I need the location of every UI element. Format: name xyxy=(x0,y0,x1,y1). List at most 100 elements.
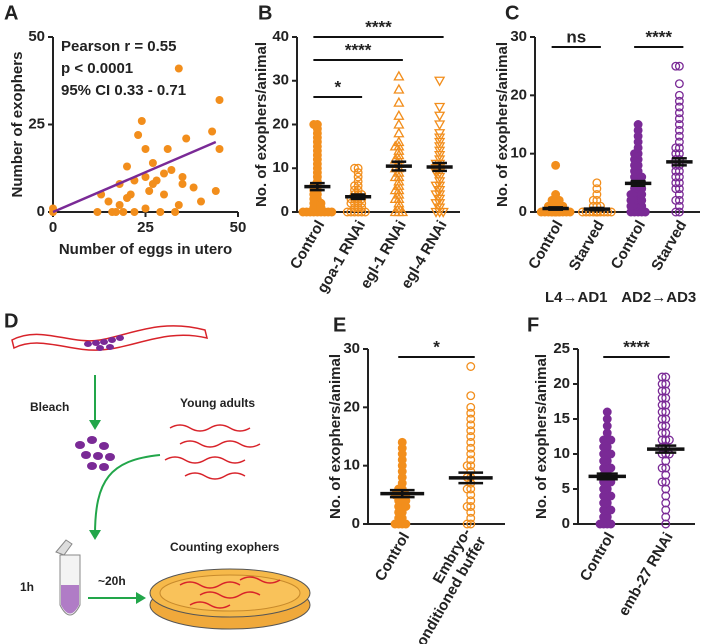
y-axis-label: No. of exophers/animal xyxy=(327,354,344,519)
dot xyxy=(393,127,405,138)
dot xyxy=(466,484,476,494)
dot xyxy=(389,171,401,182)
dot xyxy=(312,124,322,134)
x-tick-label-line: Control xyxy=(372,529,413,584)
point xyxy=(152,176,161,185)
y-tick-label: 30 xyxy=(343,340,360,357)
point xyxy=(148,159,157,167)
dot xyxy=(353,172,363,182)
point xyxy=(197,197,205,206)
dot xyxy=(434,111,446,122)
dot xyxy=(602,407,612,417)
dot xyxy=(595,519,605,529)
series xyxy=(657,372,674,529)
dot xyxy=(389,140,401,151)
point xyxy=(182,134,191,143)
dot xyxy=(316,198,326,208)
x-tick-label-line: Control xyxy=(577,529,618,584)
series xyxy=(342,163,370,217)
point xyxy=(111,208,120,216)
dot xyxy=(606,435,616,445)
dot xyxy=(674,131,684,141)
dot xyxy=(393,109,405,120)
point xyxy=(119,208,128,216)
point xyxy=(171,208,180,216)
series xyxy=(430,76,449,218)
dot xyxy=(671,61,681,71)
dot xyxy=(466,362,476,371)
significance-label: **** xyxy=(646,27,673,46)
point xyxy=(167,166,176,174)
significance-label: **** xyxy=(365,17,392,36)
arrowhead xyxy=(136,592,146,604)
fit-line xyxy=(52,140,217,214)
x-tick-label-line: Control xyxy=(287,217,328,272)
x-tick-label: Control xyxy=(372,529,413,584)
dot xyxy=(637,172,647,182)
series xyxy=(462,362,476,529)
dot xyxy=(298,207,308,217)
y-tick-label: 0 xyxy=(352,515,360,532)
step-label: Counting exophers xyxy=(170,540,280,554)
y-tick-label: 20 xyxy=(343,398,360,415)
point xyxy=(130,208,139,216)
dot xyxy=(674,195,684,205)
panel-letter: D xyxy=(4,310,18,332)
arrowhead xyxy=(89,420,101,430)
dot xyxy=(434,133,446,144)
dot xyxy=(551,190,561,199)
x-tick-label: Control xyxy=(577,529,618,584)
dot xyxy=(397,437,407,447)
point xyxy=(174,201,183,209)
dot xyxy=(466,432,476,441)
series xyxy=(389,70,409,217)
point xyxy=(141,173,150,181)
plate-worms xyxy=(179,576,281,609)
point xyxy=(115,201,124,209)
dot xyxy=(633,120,643,129)
dot xyxy=(671,143,681,153)
x-tick-label-line: Control xyxy=(608,217,649,272)
x-tick-label: 50 xyxy=(230,219,247,236)
dot xyxy=(626,201,636,211)
x-tick-label: Starved xyxy=(566,217,608,273)
dot xyxy=(674,79,684,89)
dot xyxy=(606,491,616,501)
y-tick-label: 25 xyxy=(28,115,45,132)
point xyxy=(178,173,187,181)
y-tick-label: 10 xyxy=(343,457,360,474)
dot xyxy=(674,96,684,106)
point xyxy=(208,127,217,136)
dot xyxy=(674,120,684,129)
dot xyxy=(606,449,616,459)
dot xyxy=(466,443,476,453)
y-tick-label: 10 xyxy=(553,445,570,462)
y-tick-label: 10 xyxy=(272,159,289,176)
point xyxy=(178,180,187,188)
dot xyxy=(430,190,442,201)
panel-letter: B xyxy=(258,2,272,24)
dot xyxy=(466,420,476,430)
dot xyxy=(592,178,602,188)
dot xyxy=(466,461,476,471)
x-tick-label: Control xyxy=(525,217,566,272)
dot xyxy=(462,484,472,494)
y-tick-label: 5 xyxy=(562,480,570,497)
dot xyxy=(661,372,671,382)
x-tick-label-line: Starved xyxy=(566,217,608,273)
eggs-in-worm xyxy=(84,335,124,351)
y-axis-label: No. of exophers/animal xyxy=(494,42,511,207)
dot xyxy=(674,114,684,124)
dot xyxy=(434,102,446,113)
dot xyxy=(462,502,472,511)
dot xyxy=(674,207,684,217)
y-tick-label: 0 xyxy=(281,203,289,220)
step-label: Bleach xyxy=(30,400,69,414)
x-tick-label-line: emb-27 RNAi xyxy=(615,529,676,618)
annotation: p < 0.0001 xyxy=(61,60,133,77)
dot xyxy=(312,133,322,143)
y-tick-label: 30 xyxy=(272,72,289,89)
dot xyxy=(657,372,667,382)
annotation: 95% CI 0.33 - 0.71 xyxy=(61,82,186,99)
point xyxy=(160,190,168,199)
